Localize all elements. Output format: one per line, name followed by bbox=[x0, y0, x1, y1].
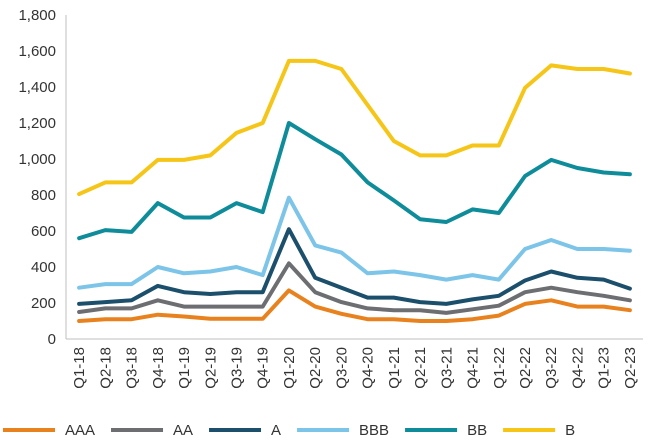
series-lines bbox=[77, 58, 632, 323]
y-axis: 0 200 400 600 800 1,000 1,200 1,400 1,600 1,800 bbox=[18, 7, 67, 348]
legend-label: A bbox=[271, 422, 281, 439]
legend: AAA AA A BBB BB B bbox=[3, 422, 575, 439]
x-tick-label: Q1-19 bbox=[176, 347, 193, 389]
series-line-bb bbox=[77, 121, 632, 241]
y-tick-label: 1,000 bbox=[18, 151, 56, 168]
y-tick-label: 400 bbox=[31, 259, 56, 276]
legend-item-aa: AA bbox=[111, 422, 193, 439]
x-tick-label: Q2-23 bbox=[622, 347, 639, 389]
legend-item-b: B bbox=[503, 422, 575, 439]
x-tick-label: Q1-21 bbox=[386, 347, 403, 389]
legend-label: B bbox=[565, 422, 575, 439]
x-tick-label: Q1-23 bbox=[596, 347, 613, 389]
x-tick-label: Q4-21 bbox=[465, 347, 482, 389]
legend-label: BB bbox=[467, 422, 487, 439]
series-line-aa bbox=[77, 261, 632, 315]
x-tick-label: Q4-18 bbox=[150, 347, 167, 389]
legend-label: BBB bbox=[359, 422, 389, 439]
legend-label: AA bbox=[173, 422, 193, 439]
x-tick-label: Q4-22 bbox=[569, 347, 586, 389]
x-tick-label: Q4-19 bbox=[255, 347, 272, 389]
y-tick-label: 1,200 bbox=[18, 115, 56, 132]
y-tick-label: 800 bbox=[31, 187, 56, 204]
legend-item-a: A bbox=[209, 422, 281, 439]
series-line-bbb bbox=[77, 195, 632, 290]
legend-label: AAA bbox=[65, 422, 95, 439]
y-tick-label: 1,800 bbox=[18, 7, 56, 24]
x-tick-label: Q3-18 bbox=[124, 347, 141, 389]
x-tick-label: Q2-19 bbox=[202, 347, 219, 389]
x-tick-label: Q2-20 bbox=[307, 347, 324, 389]
x-tick-label: Q3-19 bbox=[228, 347, 245, 389]
x-tick-label: Q1-18 bbox=[71, 347, 88, 389]
y-tick-label: 600 bbox=[31, 223, 56, 240]
legend-item-bb: BB bbox=[405, 422, 487, 439]
x-tick-label: Q2-22 bbox=[517, 347, 534, 389]
x-tick-label: Q2-18 bbox=[97, 347, 114, 389]
y-tick-label: 0 bbox=[48, 331, 56, 348]
series-line-a bbox=[77, 227, 632, 306]
x-tick-label: Q3-21 bbox=[438, 347, 455, 389]
legend-item-bbb: BBB bbox=[297, 422, 389, 439]
x-tick-label: Q3-22 bbox=[543, 347, 560, 389]
y-tick-label: 1,400 bbox=[18, 79, 56, 96]
x-tick-label: Q1-20 bbox=[281, 347, 298, 389]
series-line-b bbox=[77, 58, 632, 197]
x-tick-label: Q4-20 bbox=[360, 347, 377, 389]
y-tick-label: 1,600 bbox=[18, 43, 56, 60]
legend-item-aaa: AAA bbox=[3, 422, 95, 439]
x-axis: Q1-18 Q2-18 Q3-18 Q4-18 Q1-19 Q2-19 Q3-19 Q4-19… bbox=[66, 338, 643, 389]
x-tick-label: Q1-22 bbox=[491, 347, 508, 389]
y-tick-label: 200 bbox=[31, 295, 56, 312]
x-tick-label: Q2-21 bbox=[412, 347, 429, 389]
series-line-aaa bbox=[77, 288, 632, 323]
x-tick-label: Q3-20 bbox=[333, 347, 350, 389]
